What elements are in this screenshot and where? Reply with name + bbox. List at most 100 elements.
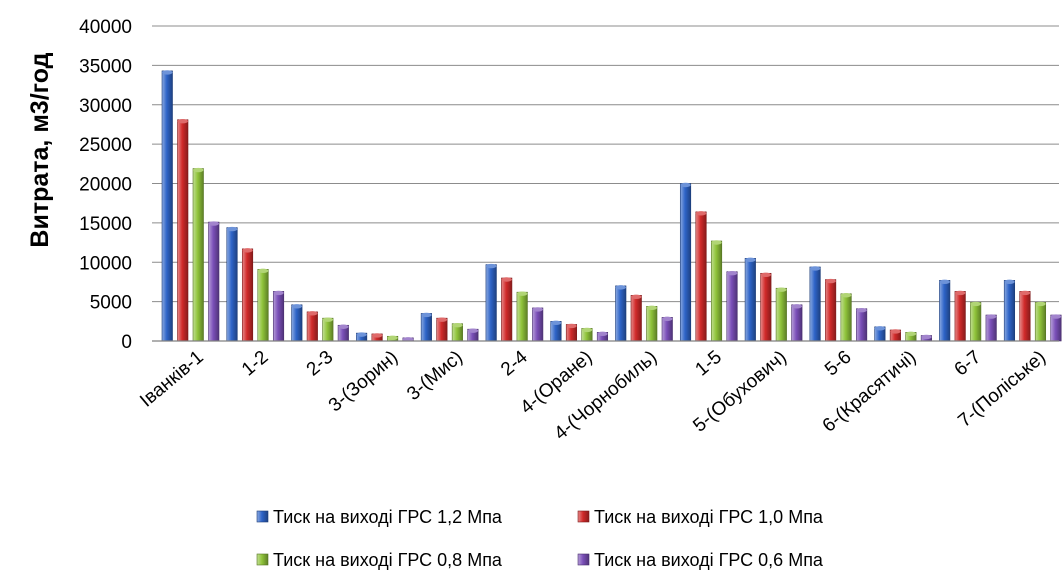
bar-cap <box>776 287 787 292</box>
bar <box>775 287 787 342</box>
bar <box>291 304 303 342</box>
bar-cap <box>856 308 867 313</box>
bar <box>1003 280 1016 342</box>
bar-cap <box>193 167 204 173</box>
bar-cap <box>631 294 642 300</box>
y-tick-label: 25000 <box>79 135 132 156</box>
x-tick-label: 2-3 <box>303 347 338 381</box>
legend: Тиск на виході ГРС 1,2 Мпа Тиск на виході… <box>256 507 824 570</box>
bar <box>630 295 642 342</box>
bar-cap <box>890 329 901 334</box>
bar-cap <box>905 331 917 337</box>
bar <box>791 304 803 342</box>
legend-swatch <box>256 510 269 523</box>
bar-cap <box>726 271 738 276</box>
bar-cap <box>467 328 479 333</box>
bar-cap <box>745 257 756 263</box>
bar-cap <box>421 312 432 318</box>
x-tick-label: 3-(Мис) <box>403 347 467 405</box>
bar <box>241 248 254 342</box>
bar <box>825 279 837 342</box>
bar-cap <box>566 323 577 329</box>
bar-cap <box>921 334 932 340</box>
bar-cap <box>162 70 173 75</box>
y-tick-label: 10000 <box>79 253 132 274</box>
bar-cap <box>615 285 626 290</box>
legend-label: Тиск на виході ГРС 1,0 Мпа <box>594 507 824 527</box>
bar-cap <box>874 326 886 331</box>
bar <box>1019 291 1031 342</box>
bar-cap <box>387 335 398 340</box>
bar-cap <box>177 119 188 124</box>
bar <box>985 314 997 342</box>
legend-swatch <box>256 553 269 566</box>
bar-cap <box>970 301 981 307</box>
bar <box>939 280 951 342</box>
bar-cap <box>695 211 707 216</box>
bar-cap <box>356 332 367 337</box>
bar-cap <box>711 240 722 245</box>
bar-cap <box>662 316 673 322</box>
bar <box>532 307 544 342</box>
bar-cap <box>291 304 303 309</box>
bar <box>257 269 269 342</box>
bar-cap <box>257 268 269 274</box>
bar-cap <box>273 290 284 296</box>
y-tick-label: 20000 <box>79 175 132 196</box>
bar <box>809 266 821 342</box>
bar <box>726 271 738 342</box>
bar-cap <box>532 307 543 312</box>
bar <box>615 285 627 342</box>
y-tick-label: 15000 <box>79 214 132 235</box>
x-tick-label: 1-5 <box>691 347 726 381</box>
bar <box>226 227 238 342</box>
y-tick-label: 30000 <box>79 96 132 117</box>
bar-cap <box>791 304 803 309</box>
legend-swatch <box>577 510 590 523</box>
bar-cap <box>825 278 836 284</box>
bar <box>679 183 692 342</box>
x-tick-label: 5-6 <box>821 347 856 381</box>
bar <box>420 313 432 342</box>
x-tick-label: 1-2 <box>238 347 273 381</box>
y-axis-label: Витрата, м3/год <box>26 52 54 247</box>
bar-cap <box>307 311 318 316</box>
bar-cap <box>242 248 253 253</box>
bar-cap <box>452 322 463 328</box>
bar-cap <box>680 182 691 188</box>
bar-cap <box>581 327 593 333</box>
bar-cap <box>501 277 512 282</box>
bar-cap <box>646 305 657 311</box>
bar <box>744 258 756 342</box>
y-tick-label: 0 <box>121 332 132 353</box>
bar <box>161 70 173 342</box>
bar-cap <box>1035 301 1046 307</box>
bar-cap <box>1004 279 1015 285</box>
bar <box>177 119 189 342</box>
bar-cap <box>809 266 821 271</box>
bar <box>306 311 318 342</box>
bar <box>760 272 772 342</box>
bar-cap <box>338 324 349 329</box>
bar-cap <box>371 333 383 338</box>
bar-cap <box>436 317 448 322</box>
bar-cap <box>208 221 219 226</box>
bar <box>970 302 982 342</box>
x-tick-label: 6-7 <box>951 347 986 381</box>
bar <box>1034 302 1047 342</box>
bar <box>710 240 723 342</box>
bar <box>695 211 707 342</box>
bar <box>485 264 497 342</box>
bar <box>954 291 966 342</box>
bar-cap <box>954 290 966 296</box>
legend-swatch <box>577 553 590 566</box>
y-tick-label: 5000 <box>90 293 132 314</box>
y-tick-label: 35000 <box>79 56 132 77</box>
bar-cap <box>1050 314 1062 319</box>
bar-cap <box>597 331 608 337</box>
y-tick-label: 40000 <box>79 17 132 38</box>
bar <box>272 291 285 342</box>
bar <box>840 293 852 342</box>
bar <box>208 221 220 342</box>
